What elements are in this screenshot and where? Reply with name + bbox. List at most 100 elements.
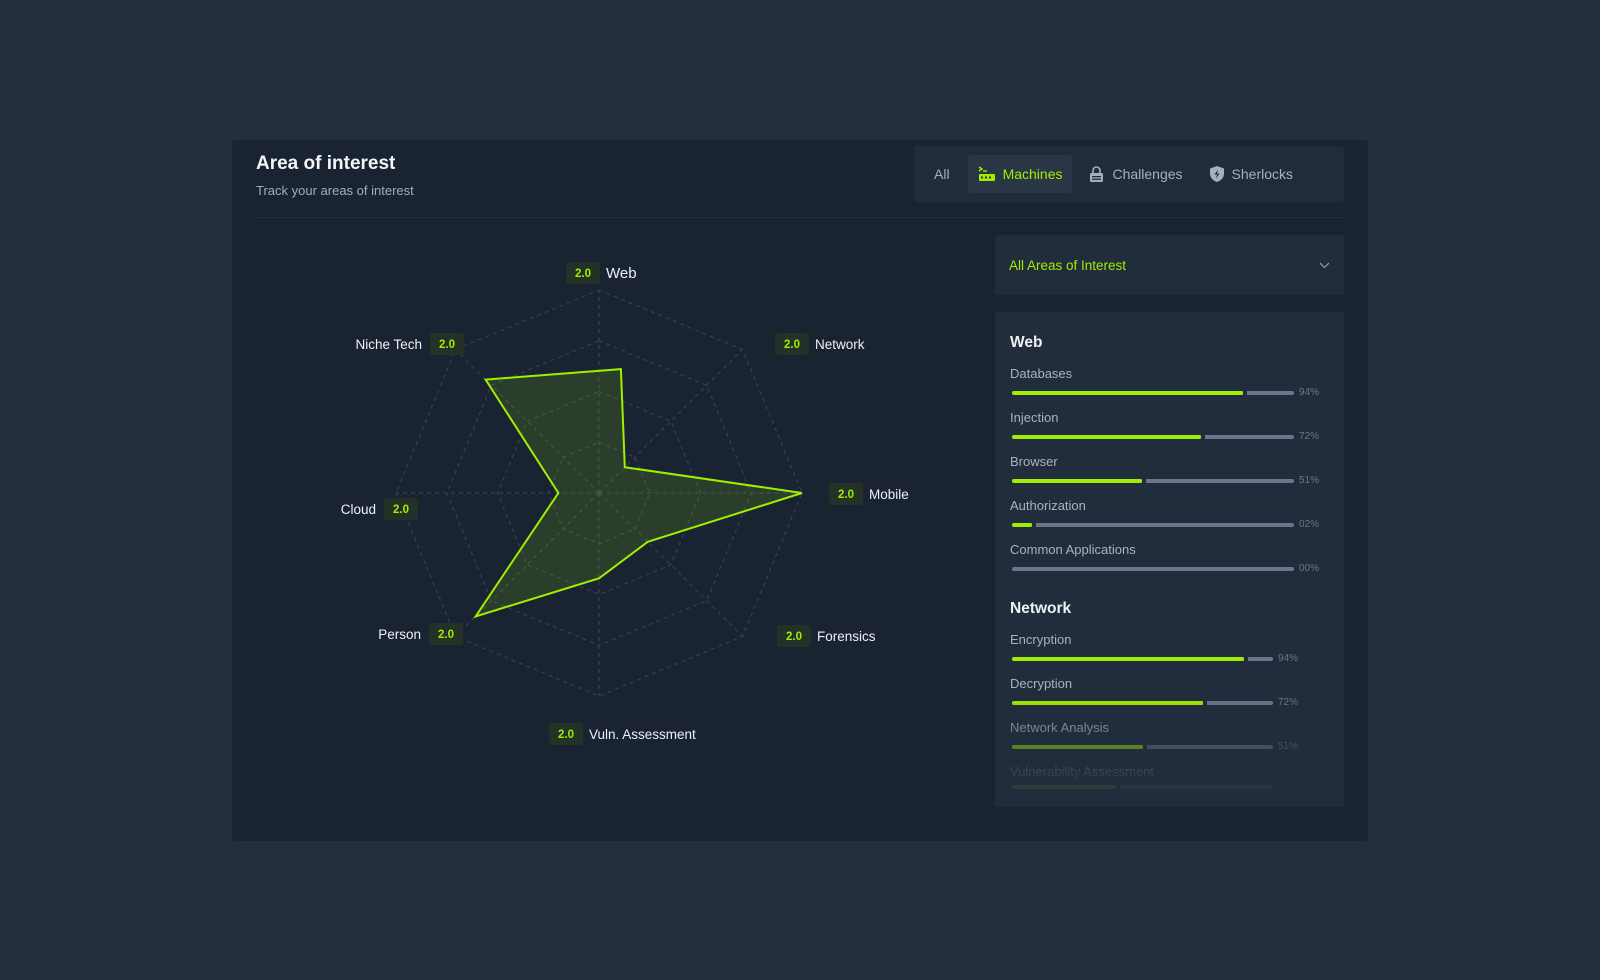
- progress-fill: [1012, 785, 1116, 789]
- progress-gap: [1116, 784, 1120, 790]
- list-item: Databases 94%: [1010, 366, 1329, 410]
- progress-track: [1012, 433, 1294, 440]
- progress-row: 02%: [1012, 519, 1319, 530]
- progress-gap: [1201, 433, 1205, 440]
- page-subtitle: Track your areas of interest: [256, 183, 414, 198]
- progress-fill: [1012, 390, 1243, 395]
- radar-score-badge: [829, 483, 863, 505]
- sub-area-name: Network Analysis: [1010, 720, 1109, 735]
- progress-gap: [1143, 743, 1147, 750]
- sub-area-name: Injection: [1010, 410, 1059, 425]
- radar-score-badge: [566, 262, 600, 284]
- list-item: Network Analysis 51%: [1010, 720, 1329, 764]
- progress-percent: 51%: [1299, 475, 1320, 486]
- radar-axis-label-group: Cloud 2.0: [341, 498, 418, 520]
- areas-dropdown[interactable]: All Areas of Interest: [995, 235, 1344, 295]
- radar-axis-label: Niche Tech: [355, 337, 422, 352]
- radar-score-value: 2.0: [786, 631, 802, 643]
- radar-series-area: [473, 368, 803, 619]
- progress-track: [1012, 784, 1273, 790]
- progress-track: [1012, 655, 1273, 662]
- radar-score-badge: [775, 333, 809, 355]
- progress-row: 94%: [1012, 653, 1298, 664]
- radar-score-value: 2.0: [575, 268, 591, 280]
- sub-area-name: Encryption: [1010, 632, 1072, 647]
- tab-label: Challenges: [1112, 166, 1183, 182]
- progress-gap: [1032, 521, 1036, 528]
- progress-row: 94%: [1012, 387, 1319, 398]
- list-item: Decryption 72%: [1010, 676, 1329, 720]
- radar-score-value: 2.0: [393, 504, 409, 516]
- page-title: Area of interest: [256, 153, 396, 174]
- list-item: Vulnerability Assessment: [1010, 764, 1329, 807]
- radar-axis-label: Person: [378, 627, 421, 642]
- list-item: Encryption 94%: [1010, 632, 1329, 676]
- sub-area-name: Common Applications: [1010, 542, 1136, 557]
- radar-chart-svg: Web2.0Network2.0Mobile2.0Forensics2.0Vul…: [341, 262, 909, 745]
- radar-axis-label: Forensics: [817, 629, 876, 644]
- progress-fill: [1012, 700, 1203, 705]
- progress-gap: [1244, 655, 1248, 662]
- radar-score-badge: [777, 625, 811, 647]
- radar-score-value: 2.0: [438, 629, 454, 641]
- progress-percent: 72%: [1278, 697, 1299, 708]
- progress-track: [1012, 477, 1294, 484]
- radar-axis-label: Vuln. Assessment: [589, 727, 696, 742]
- list-item: Common Applications 00%: [1010, 542, 1329, 586]
- radar-score-value: 2.0: [558, 729, 574, 741]
- sub-area-name: Databases: [1010, 366, 1073, 381]
- area-of-interest-card: Area of interest Track your areas of int…: [232, 140, 1368, 841]
- radar-score-badge: [430, 333, 464, 355]
- radar-axis-label-group: Vuln. Assessment 2.0: [549, 723, 696, 745]
- radar-score-value: 2.0: [838, 489, 854, 501]
- tab-label: Sherlocks: [1231, 166, 1294, 182]
- progress-row: 51%: [1012, 741, 1298, 752]
- list-item: Browser 51%: [1010, 454, 1329, 498]
- category-tabs: All Machines: [914, 146, 1344, 202]
- tab-label: All: [934, 166, 950, 182]
- tab-challenges[interactable]: Challenges: [1078, 155, 1192, 193]
- tab-label: Machines: [1002, 166, 1063, 182]
- interest-group: Network Encryption 94% Decryption 72% Network…: [995, 600, 1344, 807]
- progress-percent: 51%: [1278, 741, 1299, 752]
- radar-axis-label: Cloud: [341, 502, 376, 517]
- radar-grid-ring: [395, 289, 803, 697]
- interest-group: Web Databases 94% Injection 72% Browser 51% Aut…: [995, 334, 1344, 586]
- progress-percent: 02%: [1299, 519, 1320, 530]
- radar-spoke: [455, 349, 600, 494]
- radar-chart: Web 2.0 Network 2.0 Mobile 2.0 Forensics 2.0 Vul…: [256, 230, 956, 820]
- progress-gap: [1243, 389, 1247, 396]
- progress-gap: [1203, 699, 1207, 706]
- radar-axis-label-group: Niche Tech 2.0: [355, 333, 464, 355]
- radar-spoke: [598, 492, 743, 637]
- tab-sherlocks[interactable]: Sherlocks: [1199, 155, 1303, 193]
- progress-row: 00%: [1012, 563, 1319, 574]
- radar-score-badge: [384, 498, 418, 520]
- list-item: Authorization 02%: [1010, 498, 1329, 542]
- radar-axis-label-group: Network 2.0: [775, 333, 865, 355]
- progress-gap: [1142, 477, 1146, 484]
- radar-score-value: 2.0: [784, 339, 800, 351]
- tab-machines[interactable]: Machines: [967, 155, 1073, 193]
- areas-dropdown-value: All Areas of Interest: [1009, 257, 1127, 273]
- progress-track: [1012, 389, 1294, 396]
- progress-fill: [1012, 656, 1244, 661]
- progress-percent: 94%: [1299, 387, 1320, 398]
- progress-track: [1012, 566, 1294, 571]
- radar-score-value: 2.0: [439, 339, 455, 351]
- progress-fill: [1012, 434, 1201, 439]
- radar-axis-label: Web: [606, 265, 637, 282]
- shield-icon: [1209, 165, 1225, 183]
- progress-track: [1012, 743, 1273, 750]
- list-item: Injection 72%: [1010, 410, 1329, 454]
- radar-axis-label-group: Forensics 2.0: [777, 625, 876, 647]
- machine-icon: [978, 166, 996, 182]
- radar-axis-label-group: Mobile 2.0: [829, 483, 909, 505]
- chevron-down-icon: [1319, 258, 1330, 272]
- sub-area-name: Browser: [1010, 454, 1058, 469]
- tab-all[interactable]: All: [922, 155, 962, 193]
- radar-axis-label: Network: [815, 337, 865, 352]
- progress-percent: 00%: [1299, 563, 1320, 574]
- card-header: Area of interest Track your areas of int…: [256, 140, 1344, 218]
- interest-list-panel[interactable]: Web Databases 94% Injection 72% Browser 51% Aut…: [995, 312, 1344, 807]
